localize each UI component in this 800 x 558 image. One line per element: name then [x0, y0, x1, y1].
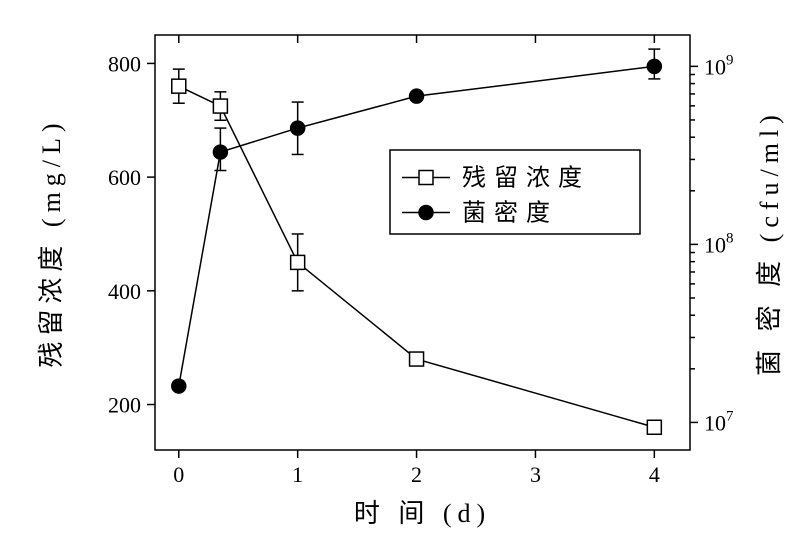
svg-text:残留浓度: 残留浓度 [462, 165, 590, 192]
svg-text:400: 400 [108, 279, 141, 304]
svg-text:菌密度: 菌密度 [462, 200, 558, 227]
dual-axis-line-chart: 0 1 2 3 4 时 间 (d) 200 400 600 800 残留浓度 (mg/L) 107 10… [0, 0, 800, 558]
svg-text:残留浓度 (mg/L): 残留浓度 (mg/L) [37, 117, 66, 367]
chart-container: 0 1 2 3 4 时 间 (d) 200 400 600 800 残留浓度 (mg/L) 107 10… [0, 0, 800, 558]
svg-text:2: 2 [411, 462, 422, 487]
svg-text:108: 108 [704, 230, 734, 257]
svg-text:4: 4 [649, 462, 660, 487]
svg-text:600: 600 [108, 165, 141, 190]
svg-text:1: 1 [292, 462, 303, 487]
svg-text:时 间 (d): 时 间 (d) [354, 499, 491, 528]
svg-text:3: 3 [530, 462, 541, 487]
svg-text:800: 800 [108, 51, 141, 76]
svg-text:109: 109 [704, 52, 734, 79]
svg-text:菌 密 度 (cfu/ml): 菌 密 度 (cfu/ml) [755, 109, 784, 376]
svg-text:200: 200 [108, 393, 141, 418]
svg-text:0: 0 [173, 462, 184, 487]
svg-text:107: 107 [704, 408, 734, 435]
